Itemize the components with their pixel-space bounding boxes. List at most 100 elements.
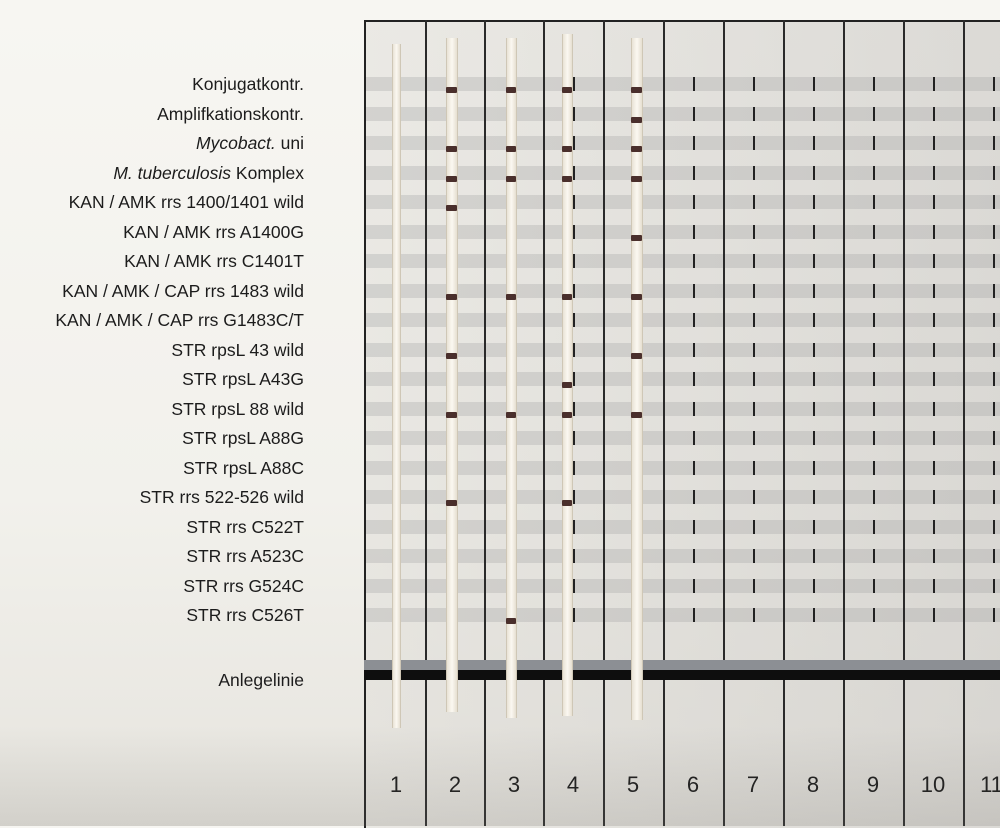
template-tick [873, 195, 875, 209]
template-tick [813, 372, 815, 386]
template-tick [573, 136, 575, 150]
template-tick [873, 224, 875, 239]
probe-label: Konjugatkontr. [192, 74, 304, 94]
template-band [366, 313, 1000, 327]
template-tick [813, 224, 815, 239]
probe-label: STR rpsL A88G [182, 428, 304, 448]
template-tick [993, 578, 995, 593]
template-tick [933, 106, 935, 121]
template-column-line [903, 20, 905, 826]
strip-band [562, 175, 572, 182]
template-tick [693, 106, 695, 121]
template-tick [753, 549, 755, 563]
template-tick [753, 519, 755, 534]
template-tick [693, 519, 695, 534]
strip-band [562, 500, 572, 506]
template-band [366, 254, 1000, 268]
template-tick [933, 578, 935, 593]
template-tick [873, 519, 875, 534]
probe-label: STR rpsL A43G [182, 369, 304, 389]
template-tick [993, 431, 995, 445]
strip-band [446, 500, 457, 506]
template-tick [813, 342, 815, 357]
probe-label-italic: Mycobact. [196, 133, 276, 153]
lane-number: 1 [389, 772, 403, 797]
template-tick [873, 106, 875, 121]
probe-label: KAN / AMK rrs 1400/1401 wild [68, 192, 304, 212]
template-column-line [484, 20, 486, 826]
template-tick [873, 460, 875, 475]
probe-label: Amplifkationskontr. [157, 103, 304, 124]
template-tick [993, 77, 995, 91]
probe-label: STR rpsL A88C [183, 457, 304, 478]
template-tick [693, 136, 695, 150]
template-tick [933, 254, 935, 268]
template-column-line [843, 20, 845, 826]
template-tick [873, 254, 875, 268]
probe-label: KAN / AMK / CAP rrs 1483 wild [62, 280, 304, 301]
template-column-line [963, 20, 965, 826]
template-tick [693, 283, 695, 298]
strip-band [446, 293, 457, 300]
template-tick [753, 313, 755, 327]
template-tick [873, 578, 875, 593]
lane-number: 7 [746, 772, 760, 797]
template-tick [693, 608, 695, 622]
template-tick [573, 372, 575, 386]
template-tick [753, 136, 755, 150]
baseline-black-bar [364, 670, 1000, 680]
probe-label-text: uni [275, 133, 304, 153]
lane-number: 4 [566, 772, 580, 797]
template-tick [753, 431, 755, 445]
template-tick [573, 578, 575, 593]
template-tick [813, 519, 815, 534]
template-tick [813, 254, 815, 268]
template-tick [993, 106, 995, 121]
probe-label: STR rrs G524C [183, 575, 304, 596]
template-band [366, 549, 1000, 563]
test-strip [562, 34, 573, 716]
template-tick [873, 342, 875, 357]
template-tick [573, 342, 575, 357]
strip-band [562, 146, 572, 152]
template-tick [573, 490, 575, 504]
strip-band [631, 87, 642, 93]
template-tick [573, 313, 575, 327]
template-tick [933, 313, 935, 327]
template-tick [993, 165, 995, 180]
template-tick [813, 195, 815, 209]
strip-band [631, 293, 642, 300]
template-tick [813, 165, 815, 180]
template-tick [813, 136, 815, 150]
strip-band [506, 618, 516, 624]
lane-number: 10 [920, 772, 946, 797]
template-tick [933, 165, 935, 180]
template-tick [573, 224, 575, 239]
template-tick [753, 165, 755, 180]
template-tick [573, 283, 575, 298]
test-strip [392, 44, 401, 728]
lane-number: 2 [448, 772, 462, 797]
template-tick [693, 401, 695, 416]
template-band [366, 136, 1000, 150]
template-tick [933, 549, 935, 563]
template-tick [813, 106, 815, 121]
template-tick [693, 254, 695, 268]
template-tick [813, 313, 815, 327]
template-band [366, 431, 1000, 445]
probe-label: STR rpsL 88 wild [171, 398, 304, 419]
template-column-line [603, 20, 605, 826]
template-tick [993, 608, 995, 622]
template-tick [933, 490, 935, 504]
template-tick [753, 224, 755, 239]
strip-band [506, 87, 516, 93]
strip-band [562, 411, 572, 418]
strip-band [506, 293, 516, 300]
template-tick [573, 401, 575, 416]
strip-band [446, 146, 457, 152]
probe-label: KAN / AMK rrs C1401T [124, 251, 304, 271]
template-band [366, 490, 1000, 504]
evaluation-template [364, 20, 1000, 828]
template-tick [693, 431, 695, 445]
template-tick [993, 195, 995, 209]
